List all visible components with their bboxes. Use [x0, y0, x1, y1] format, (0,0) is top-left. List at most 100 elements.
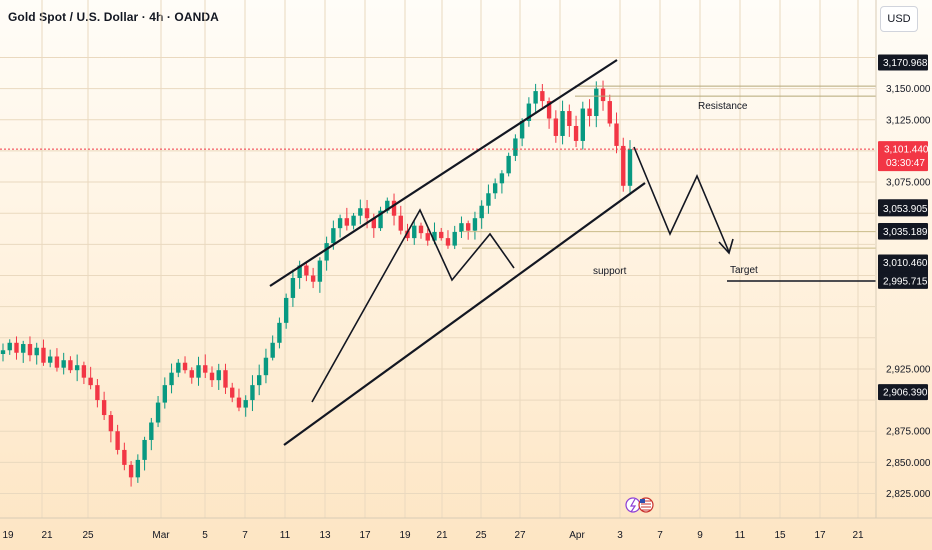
- candle-body: [331, 228, 336, 244]
- y-tick-label: 3,150.000: [886, 84, 931, 95]
- candle-body: [189, 370, 194, 378]
- y-tick-label: 2,925.000: [886, 364, 931, 375]
- price-tag-box: [878, 384, 928, 401]
- candle-body: [7, 342, 12, 351]
- candle-body: [607, 101, 612, 124]
- arrow-head-icon: [718, 238, 734, 255]
- candle-body: [297, 265, 302, 278]
- price-tag-box: [878, 254, 928, 271]
- candle-body: [304, 265, 309, 276]
- chart-title: Gold Spot / U.S. Dollar · 4h · OANDA: [8, 10, 219, 24]
- candle-body: [310, 275, 316, 282]
- candle-body: [283, 297, 289, 323]
- x-tick-label: 21: [41, 530, 53, 541]
- y-tick-label: 3,075.000: [886, 178, 931, 189]
- candle-body: [223, 370, 228, 388]
- candle-body: [378, 210, 383, 229]
- candle-body: [101, 400, 107, 416]
- target-label: Target: [730, 265, 758, 276]
- candle-body: [74, 365, 80, 371]
- candle-body: [405, 230, 410, 239]
- candle-body: [472, 218, 478, 231]
- candle-body: [68, 360, 73, 371]
- candle-body: [196, 365, 201, 378]
- x-tick-label: 11: [735, 530, 746, 541]
- candle-body: [466, 223, 471, 231]
- x-tick-label: 19: [399, 530, 411, 541]
- candle-body: [108, 415, 114, 432]
- x-tick-label: 7: [242, 530, 248, 541]
- candle-body: [27, 344, 33, 356]
- y-tick-label: 3,125.000: [886, 115, 931, 126]
- candle-body: [169, 372, 174, 386]
- y-tick-label: 2,850.000: [886, 458, 931, 469]
- candle-body: [250, 385, 255, 401]
- lightning-icon-bolt: [629, 498, 637, 513]
- candle-body: [277, 322, 282, 343]
- candle-body: [391, 200, 397, 216]
- candle-body: [486, 193, 491, 206]
- candle-body: [513, 138, 518, 156]
- candle-body: [95, 385, 100, 401]
- candle-body: [364, 208, 370, 219]
- candle-body: [452, 231, 457, 246]
- candle-body: [553, 118, 559, 136]
- countdown-label: 03:30:47: [886, 158, 925, 169]
- candle-body: [230, 387, 235, 398]
- current-price-tag: [878, 141, 928, 172]
- candle-body: [209, 372, 215, 381]
- candle-body: [526, 103, 532, 122]
- candle-body: [594, 88, 599, 117]
- x-tick-label: 21: [852, 530, 864, 541]
- x-tick-label: 25: [82, 530, 94, 541]
- candle-body: [492, 183, 498, 194]
- price-tag-box: [878, 223, 928, 240]
- x-tick-label: 3: [617, 530, 623, 541]
- candle-body: [587, 108, 592, 117]
- candle-body: [479, 205, 484, 219]
- candle-body: [115, 431, 120, 450]
- candle-body: [627, 149, 633, 186]
- candle-body: [88, 377, 93, 386]
- x-tick-label: 7: [657, 530, 663, 541]
- resistance-label: Resistance: [698, 101, 748, 112]
- candle-body: [236, 397, 242, 408]
- candle-body: [324, 243, 329, 261]
- candle-body: [21, 344, 26, 353]
- pattern-zigzag-line: [311, 208, 515, 403]
- candle-body: [41, 347, 46, 363]
- x-tick-label: 17: [359, 530, 371, 541]
- x-tick-label: 9: [697, 530, 703, 541]
- projection-path-line: [633, 146, 730, 253]
- price-tag-label: 3,053.905: [883, 204, 928, 215]
- price-tag-label: 2,906.390: [883, 388, 928, 399]
- candle-body: [358, 208, 363, 216]
- x-tick-label: 13: [319, 530, 331, 541]
- x-tick-label: 5: [202, 530, 208, 541]
- candle-body: [418, 225, 424, 234]
- price-tag-label: 3,010.460: [883, 258, 928, 269]
- candle-body: [445, 238, 451, 246]
- candle-body: [546, 101, 552, 119]
- candle-body: [425, 233, 430, 241]
- candle-body: [128, 464, 134, 478]
- candle-body: [533, 91, 538, 104]
- candle-body: [499, 173, 505, 184]
- candle-body: [337, 218, 343, 229]
- x-tick-label: 11: [280, 530, 291, 541]
- candle-body: [385, 200, 390, 211]
- candle-body: [176, 362, 181, 373]
- candle-body: [203, 365, 208, 373]
- channel-lower-line: [283, 182, 646, 446]
- candle-body: [614, 123, 619, 146]
- candle-body: [317, 260, 323, 282]
- currency-button[interactable]: USD: [880, 6, 918, 32]
- candle-body: [162, 385, 167, 403]
- candle-body: [270, 342, 275, 358]
- candle-body: [519, 121, 525, 139]
- candle-body: [351, 215, 356, 226]
- candle-body: [567, 111, 572, 126]
- x-tick-label: Apr: [569, 530, 585, 541]
- channel-upper-line: [269, 59, 618, 287]
- price-tag-label: 2,995.715: [883, 276, 928, 287]
